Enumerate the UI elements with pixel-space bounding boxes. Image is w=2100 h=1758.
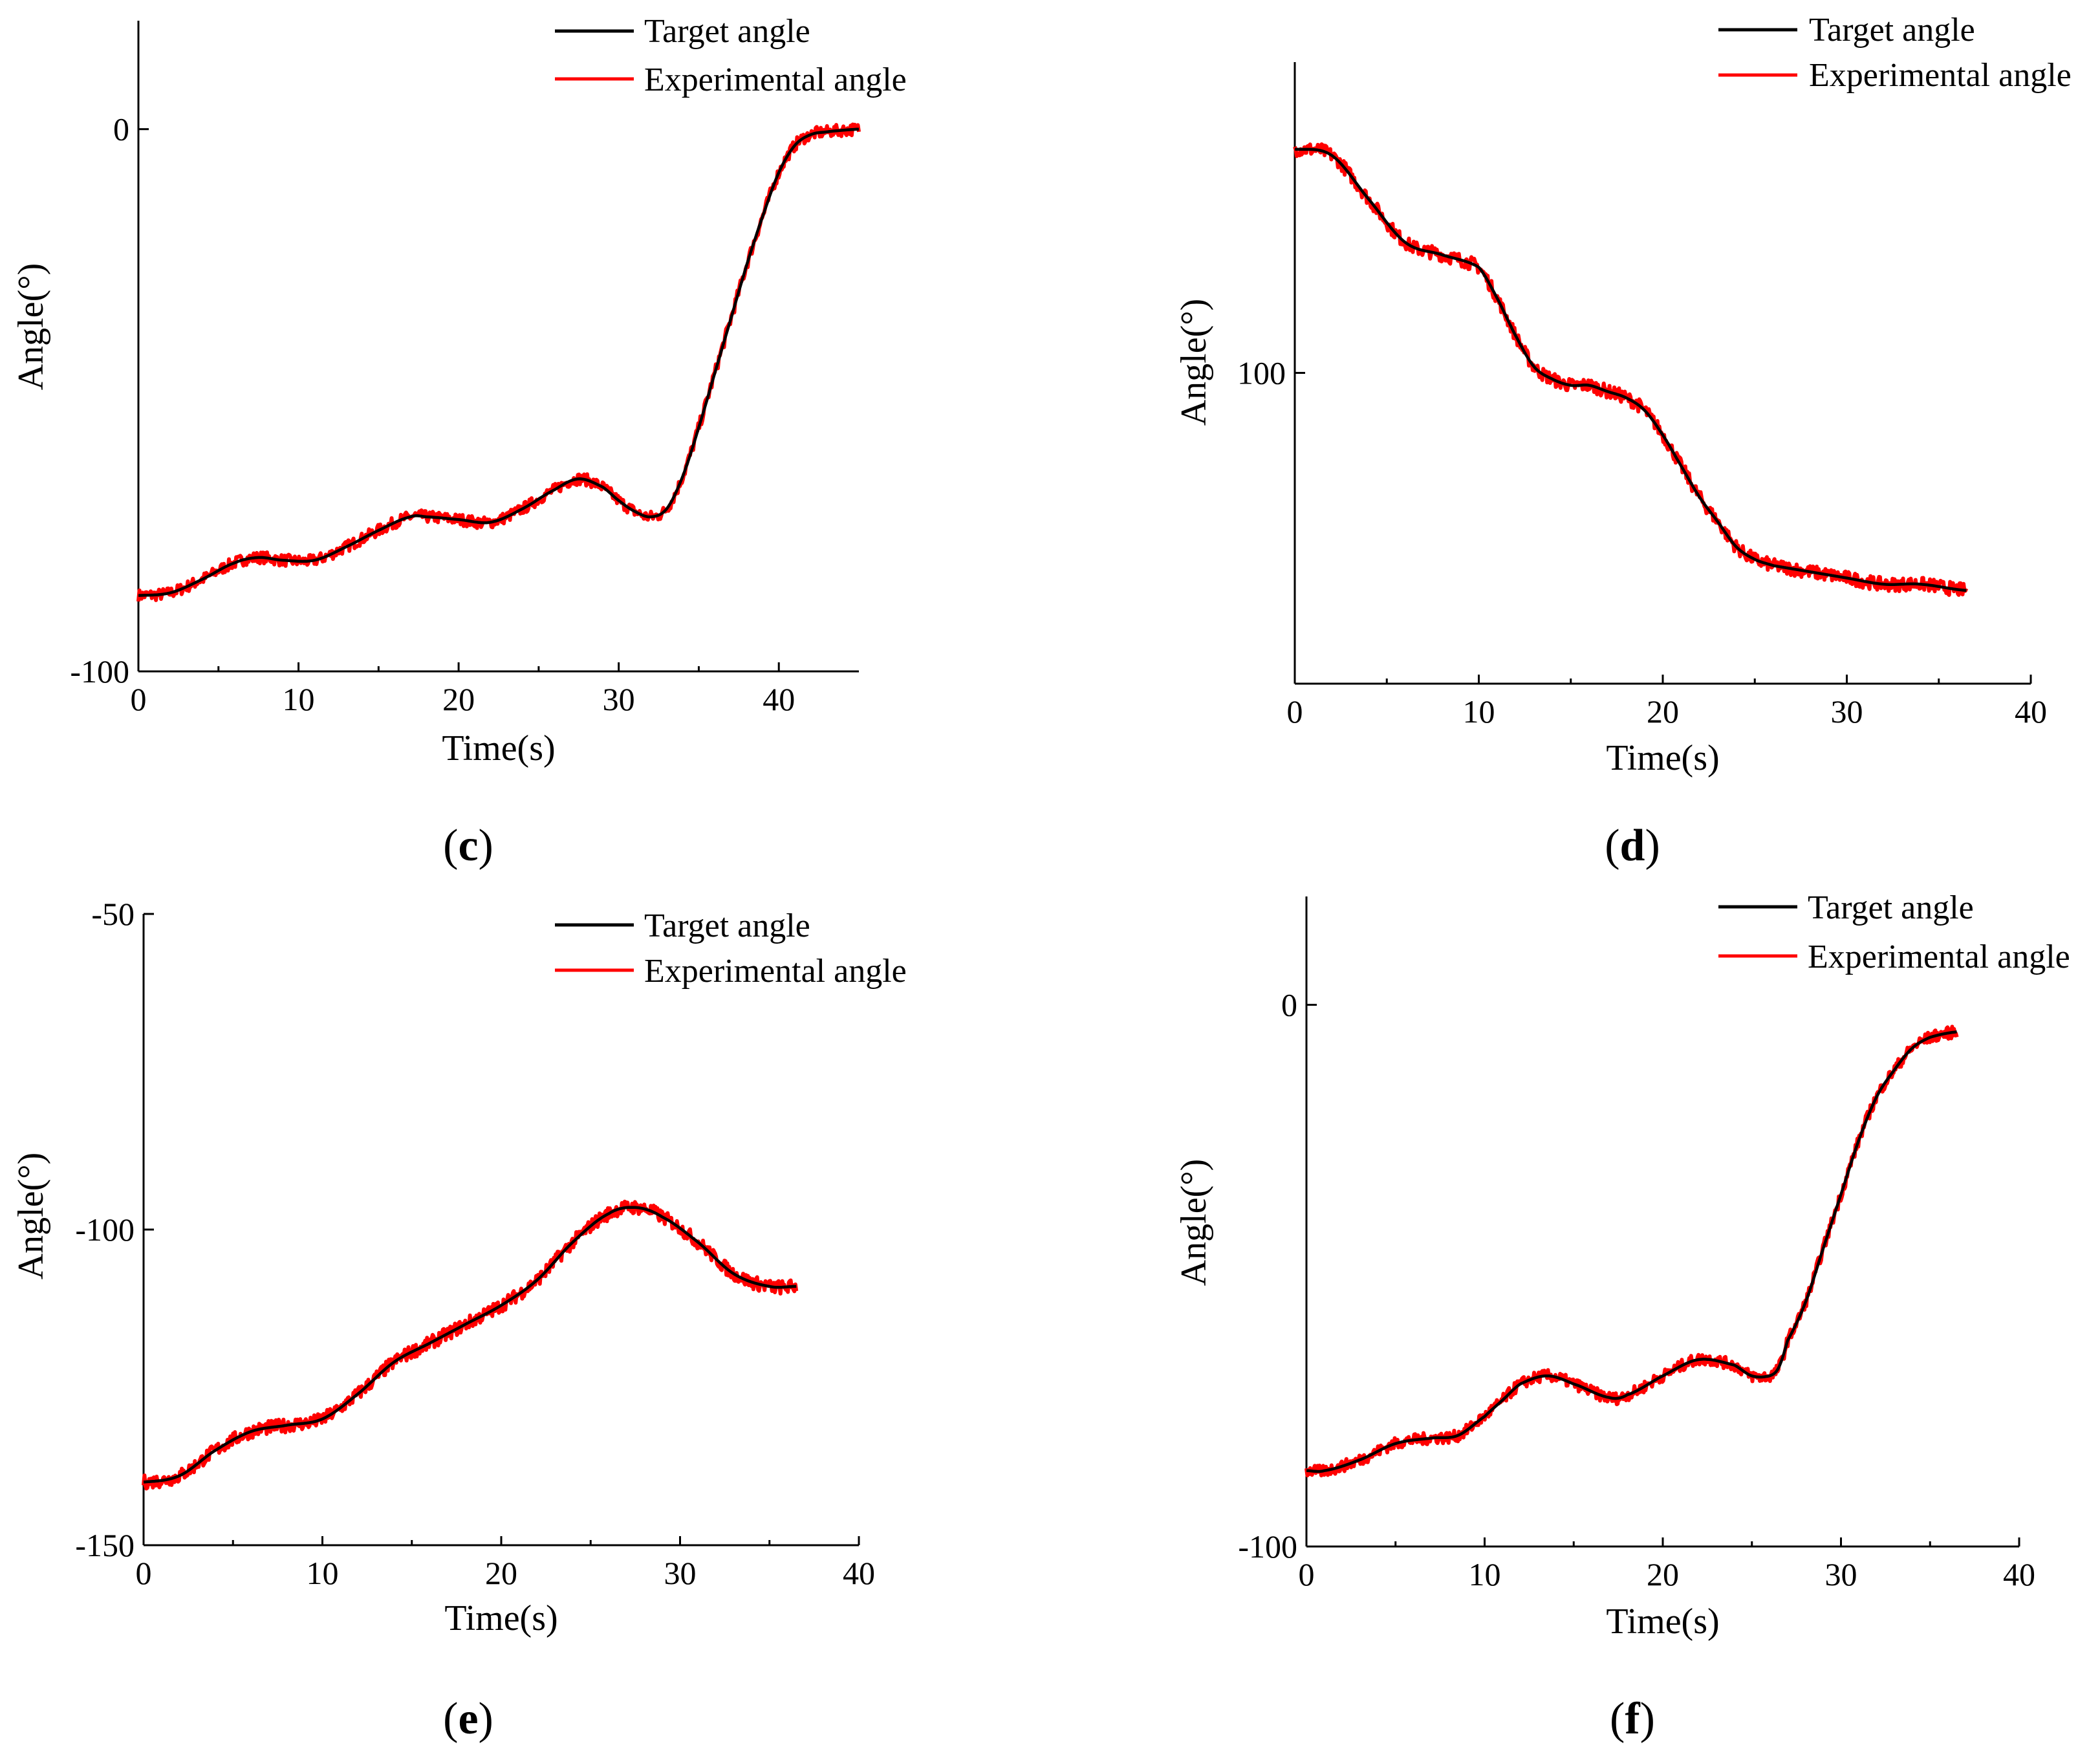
x-tick-label: 40 [2015, 693, 2047, 730]
y-tick-label: -150 [75, 1527, 135, 1563]
legend-target-label: Target angle [644, 13, 810, 50]
legend-experimental-label: Experimental angle [644, 953, 907, 990]
legend-target-label: Target angle [1808, 889, 1974, 926]
x-tick-label: 0 [1299, 1556, 1315, 1592]
x-tick-label: 10 [1463, 693, 1495, 730]
legend-target-label: Target angle [1809, 12, 1975, 49]
x-tick-label: 20 [1647, 1556, 1679, 1592]
y-tick-label: -100 [1238, 1528, 1297, 1565]
panel-letter: c [458, 821, 478, 871]
x-tick-label: 30 [1825, 1556, 1857, 1592]
panel-label-d: (d) [1605, 821, 1660, 871]
experimental-angle-line [142, 1199, 799, 1491]
x-tick-label: 40 [2003, 1556, 2035, 1592]
x-axis-title: Time(s) [442, 728, 555, 768]
panel-letter: f [1625, 1694, 1640, 1744]
legend: Target angle Experimental angle [1718, 889, 2070, 975]
y-tick-label: -100 [70, 653, 129, 689]
chart-panel-d: 0 10 20 30 40 100 Target angle Experimental … [1174, 12, 2072, 871]
x-tick-label: 40 [843, 1555, 875, 1591]
x-tick-label: 20 [1647, 693, 1679, 730]
y-axis-title: Angle(°) [11, 1153, 51, 1280]
x-tick-label: 20 [485, 1555, 517, 1591]
legend-experimental-label: Experimental angle [1808, 939, 2070, 975]
y-tick-label: 0 [1281, 987, 1297, 1023]
x-tick-label: 30 [1831, 693, 1863, 730]
panel-letter: e [458, 1694, 478, 1744]
panel-label-e: (e) [443, 1694, 493, 1744]
y-tick-label: -100 [75, 1211, 135, 1248]
y-axis-title: Angle(°) [1174, 299, 1214, 426]
experimental-angle-line [136, 122, 861, 602]
panel-letter: d [1620, 821, 1645, 871]
y-axis-title: Angle(°) [11, 263, 51, 391]
legend-experimental-label: Experimental angle [644, 61, 907, 98]
y-axis-title: Angle(°) [1174, 1159, 1214, 1286]
legend: Target angle Experimental angle [555, 907, 907, 990]
x-axis-title: Time(s) [444, 1598, 557, 1638]
target-angle-line [1306, 1030, 1958, 1473]
chart-panel-e: 0 10 20 30 40 -150 -100 -50 Target angle Exper… [11, 896, 907, 1744]
y-tick-label: 0 [113, 111, 129, 147]
panel-label-c: (c) [443, 821, 493, 871]
experimental-angle-line [1304, 1025, 1959, 1478]
legend: Target angle Experimental angle [555, 13, 907, 98]
legend-experimental-label: Experimental angle [1809, 57, 2072, 94]
panel-label-f: (f) [1610, 1694, 1655, 1744]
experimental-angle-line [1293, 142, 1969, 597]
x-axis-title: Time(s) [1606, 738, 1719, 778]
x-tick-label: 0 [131, 681, 147, 717]
x-axis-title: Time(s) [1606, 1601, 1719, 1642]
x-tick-label: 10 [283, 681, 315, 717]
target-angle-line [138, 127, 860, 597]
x-tick-label: 0 [1287, 693, 1303, 730]
target-angle-line [143, 1206, 797, 1484]
y-tick-label: 100 [1237, 355, 1286, 391]
x-tick-label: 0 [136, 1555, 152, 1591]
y-tick-label: -50 [91, 896, 135, 932]
x-tick-label: 30 [664, 1555, 697, 1591]
legend-target-label: Target angle [644, 907, 810, 944]
x-tick-label: 40 [763, 681, 795, 717]
x-tick-label: 30 [603, 681, 635, 717]
x-tick-label: 20 [442, 681, 475, 717]
x-tick-label: 10 [307, 1555, 339, 1591]
x-tick-label: 10 [1469, 1556, 1501, 1592]
legend: Target angle Experimental angle [1718, 12, 2072, 94]
target-angle-line [1294, 147, 1967, 592]
